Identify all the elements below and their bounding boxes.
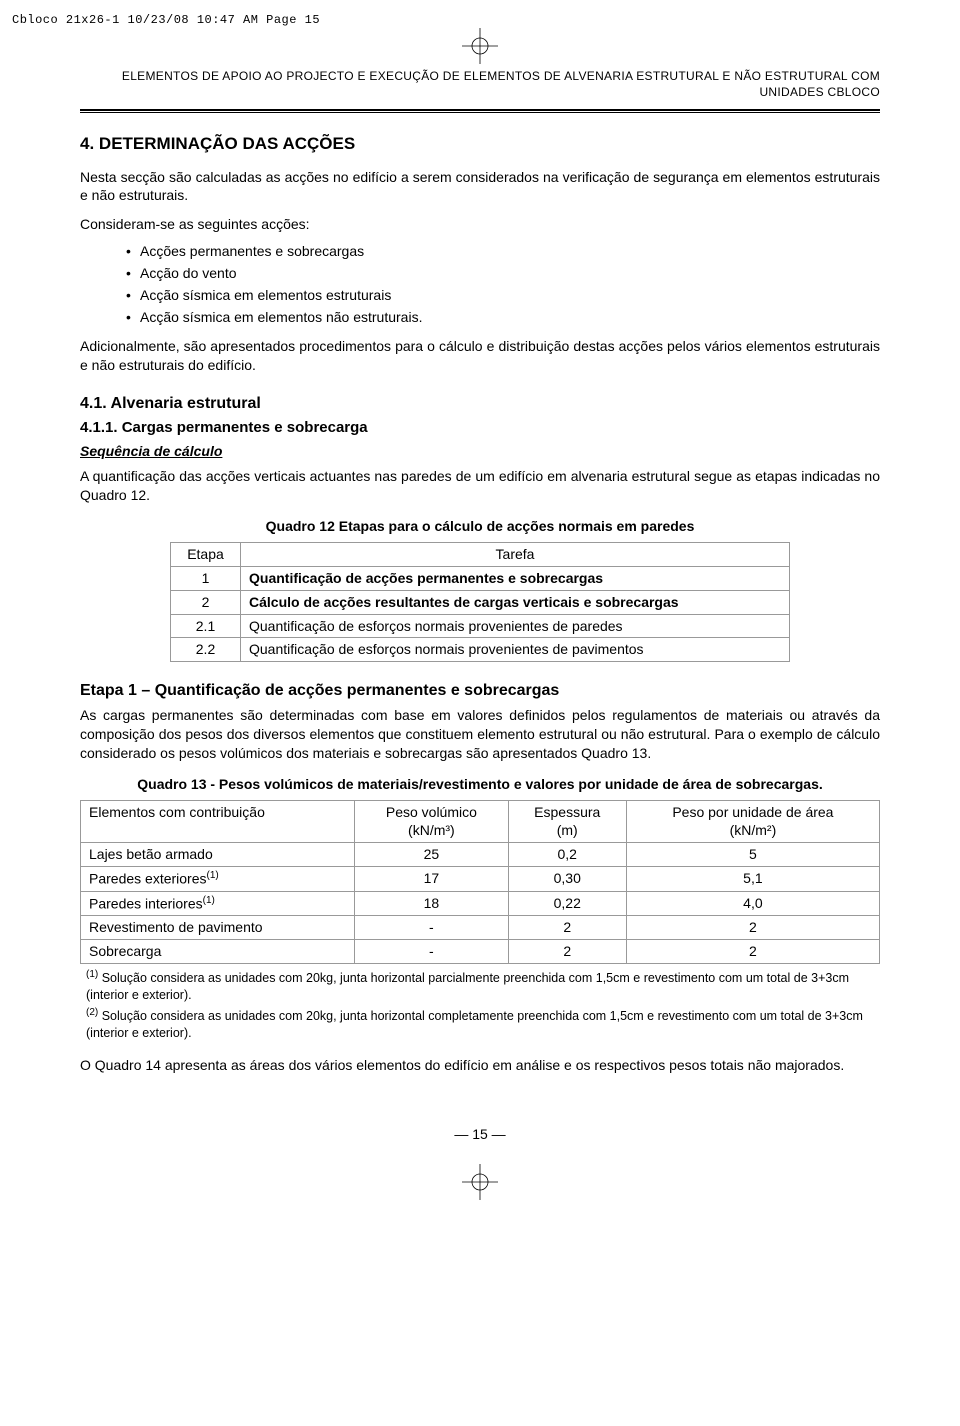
section-4-1-heading: 4.1. Alvenaria estrutural	[80, 393, 880, 415]
cell: 2	[626, 940, 879, 964]
cell-tarefa: Quantificação de acções permanentes e so…	[241, 566, 790, 590]
footnote-ref: (1)	[207, 870, 219, 881]
footnote-ref: (1)	[203, 895, 215, 906]
cell: 0,2	[508, 843, 626, 867]
quadro13-footnotes: (1) Solução considera as unidades com 20…	[80, 968, 880, 1042]
cell-text: Revestimento de pavimento	[89, 919, 263, 935]
section-number: 4.	[80, 134, 94, 153]
cell: 17	[355, 867, 509, 892]
cell-text: Paredes interiores	[89, 895, 203, 911]
cell: Paredes interiores(1)	[81, 891, 355, 916]
print-stamp: Cbloco 21x26-1 10/23/08 10:47 AM Page 15	[0, 0, 960, 28]
sequence-subheading: Sequência de cálculo	[80, 442, 880, 461]
footnote: (2) Solução considera as unidades com 20…	[86, 1006, 880, 1042]
head-label: Elementos com contribuição	[89, 804, 265, 820]
col-elementos: Elementos com contribuição	[81, 800, 355, 843]
table-row: Lajes betão armado 25 0,2 5	[81, 843, 880, 867]
section41-p1: A quantificação das acções verticais act…	[80, 467, 880, 505]
quadro13-table: Elementos com contribuição Peso volúmico…	[80, 800, 880, 965]
footnote-text: Solução considera as unidades com 20kg, …	[86, 971, 849, 1002]
actions-list: Acções permanentes e sobrecargas Acção d…	[80, 242, 880, 327]
head-label: Peso volúmico	[386, 804, 477, 820]
document-header-title: ELEMENTOS DE APOIO AO PROJECTO E EXECUÇÃ…	[80, 68, 880, 100]
table-row: 2.1 Quantificação de esforços normais pr…	[171, 614, 790, 638]
table-row: Revestimento de pavimento - 2 2	[81, 916, 880, 940]
cell-etapa: 1	[171, 566, 241, 590]
registration-mark-bottom	[0, 1164, 960, 1224]
cell-text: Sobrecarga	[89, 943, 161, 959]
cell-etapa: 2.2	[171, 638, 241, 662]
table-row: Paredes interiores(1) 18 0,22 4,0	[81, 891, 880, 916]
col-espessura: Espessura (m)	[508, 800, 626, 843]
head-unit: (kN/m²)	[730, 822, 777, 838]
cell-tarefa: Quantificação de esforços normais proven…	[241, 614, 790, 638]
etapa1-heading: Etapa 1 – Quantificação de acções perman…	[80, 680, 880, 702]
cell-etapa: 2	[171, 590, 241, 614]
cell-text: Paredes exteriores	[89, 871, 207, 887]
page-number: — 15 —	[80, 1125, 880, 1144]
table-head-row: Etapa Tarefa	[171, 542, 790, 566]
cell-text: Lajes betão armado	[89, 846, 213, 862]
table-row: 2 Cálculo de acções resultantes de carga…	[171, 590, 790, 614]
table-row: 1 Quantificação de acções permanentes e …	[171, 566, 790, 590]
col-peso-volumico: Peso volúmico (kN/m³)	[355, 800, 509, 843]
cell: 18	[355, 891, 509, 916]
table-row: Sobrecarga - 2 2	[81, 940, 880, 964]
cell: Paredes exteriores(1)	[81, 867, 355, 892]
col-peso-area: Peso por unidade de área (kN/m²)	[626, 800, 879, 843]
list-item: Acção sísmica em elementos não estrutura…	[126, 308, 880, 327]
table-head-row: Elementos com contribuição Peso volúmico…	[81, 800, 880, 843]
section-4-1-1-heading: 4.1.1. Cargas permanentes e sobrecarga	[80, 418, 880, 438]
cell: 2	[508, 940, 626, 964]
footnote-text: Solução considera as unidades com 20kg, …	[86, 1009, 863, 1040]
section-4-heading: 4. DETERMINAÇÃO DAS ACÇÕES	[80, 133, 880, 156]
cell: 2	[626, 916, 879, 940]
quadro12-table: Etapa Tarefa 1 Quantificação de acções p…	[170, 542, 790, 662]
table-row: Paredes exteriores(1) 17 0,30 5,1	[81, 867, 880, 892]
cell: -	[355, 916, 509, 940]
cell: 2	[508, 916, 626, 940]
footnote: (1) Solução considera as unidades com 20…	[86, 968, 880, 1004]
cell: -	[355, 940, 509, 964]
section4-p2: Consideram-se as seguintes acções:	[80, 215, 880, 234]
list-item: Acção do vento	[126, 264, 880, 283]
table-row: 2.2 Quantificação de esforços normais pr…	[171, 638, 790, 662]
cell-tarefa: Cálculo de acções resultantes de cargas …	[241, 590, 790, 614]
quadro13-caption: Quadro 13 - Pesos volúmicos de materiais…	[80, 775, 880, 794]
cell: Lajes betão armado	[81, 843, 355, 867]
head-unit: (kN/m³)	[408, 822, 455, 838]
cell-etapa: 2.1	[171, 614, 241, 638]
head-label: Espessura	[534, 804, 600, 820]
cell: 25	[355, 843, 509, 867]
cell: Revestimento de pavimento	[81, 916, 355, 940]
cell: 5,1	[626, 867, 879, 892]
col-tarefa: Tarefa	[241, 542, 790, 566]
cell: 0,30	[508, 867, 626, 892]
cell: 4,0	[626, 891, 879, 916]
footnote-mark: (1)	[86, 969, 98, 980]
etapa1-p1: As cargas permanentes são determinadas c…	[80, 706, 880, 763]
head-unit: (m)	[557, 822, 578, 838]
quadro12-caption: Quadro 12 Etapas para o cálculo de acçõe…	[80, 517, 880, 536]
cell: 5	[626, 843, 879, 867]
closing-para: O Quadro 14 apresenta as áreas dos vário…	[80, 1056, 880, 1075]
col-etapa: Etapa	[171, 542, 241, 566]
section4-p1: Nesta secção são calculadas as acções no…	[80, 168, 880, 206]
section4-p3: Adicionalmente, são apresentados procedi…	[80, 337, 880, 375]
footnote-mark: (2)	[86, 1007, 98, 1018]
list-item: Acção sísmica em elementos estruturais	[126, 286, 880, 305]
cell: 0,22	[508, 891, 626, 916]
title-rule	[80, 109, 880, 113]
list-item: Acções permanentes e sobrecargas	[126, 242, 880, 261]
cell: Sobrecarga	[81, 940, 355, 964]
section-title: DETERMINAÇÃO DAS ACÇÕES	[99, 134, 355, 153]
cell-tarefa: Quantificação de esforços normais proven…	[241, 638, 790, 662]
registration-mark-top	[0, 28, 960, 68]
head-label: Peso por unidade de área	[672, 804, 833, 820]
